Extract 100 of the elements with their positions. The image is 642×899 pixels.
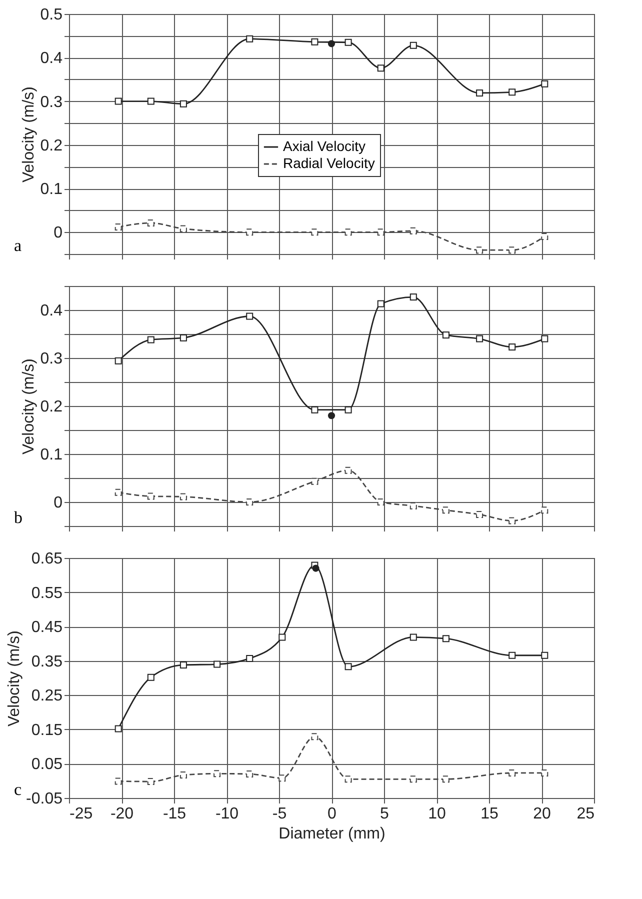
point <box>147 492 154 500</box>
x-tick-label: -5 <box>272 806 287 822</box>
point <box>246 498 254 506</box>
y-axis-title: Velocity (m/s) <box>20 86 38 183</box>
y-tick-label: 0.65 <box>31 550 63 568</box>
y-tick-label: 0.4 <box>40 50 63 68</box>
y-tick-label: 0.55 <box>31 584 63 602</box>
point <box>246 35 254 42</box>
y-tick-label: 0.35 <box>31 653 63 670</box>
point <box>147 98 154 105</box>
y-tick-label: 0.25 <box>31 688 63 705</box>
point <box>147 778 154 786</box>
point <box>328 412 336 420</box>
point <box>344 776 352 783</box>
point <box>508 343 516 350</box>
point <box>114 778 122 785</box>
point <box>476 246 484 254</box>
point <box>410 502 417 510</box>
point <box>377 228 384 236</box>
point <box>344 228 352 236</box>
x-tick-label: 25 <box>576 806 595 822</box>
text: a <box>14 236 22 255</box>
point <box>180 334 187 342</box>
y-tick-label: 0.2 <box>40 137 63 154</box>
point <box>147 674 154 681</box>
point <box>114 357 122 364</box>
point <box>410 227 417 234</box>
y-tick-label: 0.2 <box>40 398 63 416</box>
point <box>246 228 254 236</box>
point <box>377 64 384 72</box>
y-tick-label: 0.05 <box>31 756 63 774</box>
point <box>442 635 450 642</box>
point <box>541 80 548 88</box>
text: c <box>14 780 22 799</box>
point <box>312 564 320 572</box>
y-tick-label: 0.5 <box>40 6 63 24</box>
point <box>344 38 352 46</box>
point <box>344 406 352 414</box>
x-tick-label: -20 <box>110 806 134 822</box>
point <box>541 506 548 514</box>
y-tick-label: 0 <box>54 224 63 242</box>
point <box>508 517 516 524</box>
point <box>476 89 484 96</box>
point <box>278 774 286 782</box>
point <box>377 300 384 308</box>
x-tick-label: -15 <box>162 806 186 822</box>
point <box>114 488 122 496</box>
point <box>180 772 187 779</box>
point <box>214 770 221 778</box>
point <box>344 663 352 670</box>
point <box>180 493 187 500</box>
point <box>311 478 318 485</box>
x-tick-label: -25 <box>70 806 93 822</box>
point <box>508 246 516 254</box>
point <box>541 335 548 342</box>
y-tick-label: 0.45 <box>31 619 63 636</box>
point <box>311 733 318 740</box>
point <box>328 40 336 48</box>
point <box>410 776 417 783</box>
point <box>508 652 516 659</box>
point <box>114 725 122 732</box>
y-axis-title: Velocity (m/s) <box>6 630 24 727</box>
point <box>508 769 516 776</box>
point <box>214 660 221 668</box>
point <box>541 233 548 240</box>
point <box>377 498 384 506</box>
x-tick-label: 20 <box>533 806 551 822</box>
point <box>246 654 254 662</box>
point <box>344 466 352 474</box>
x-tick-label: 5 <box>380 806 390 822</box>
point <box>442 776 450 783</box>
point <box>541 769 548 776</box>
point <box>114 98 122 105</box>
point <box>410 42 417 49</box>
legend-label: Radial Velocity <box>283 155 375 171</box>
point <box>311 38 318 46</box>
point <box>311 228 318 236</box>
y-tick-label: -0.05 <box>26 790 63 808</box>
y-tick-label: 0 <box>54 494 63 512</box>
x-tick-label: -10 <box>215 806 239 822</box>
point <box>246 312 254 320</box>
point <box>246 770 254 778</box>
y-tick-label: 0.3 <box>40 94 63 111</box>
y-tick-label: 0.4 <box>40 302 63 320</box>
y-axis-title: Velocity (m/s) <box>20 358 38 455</box>
point <box>442 331 450 338</box>
point <box>180 225 187 232</box>
text: b <box>14 508 22 527</box>
x-axis-title: Diameter (mm) <box>278 826 386 842</box>
point <box>180 100 187 108</box>
y-tick-label: 0.15 <box>31 722 63 739</box>
point <box>180 661 187 668</box>
point <box>114 223 122 230</box>
point <box>147 336 154 344</box>
point <box>410 634 417 641</box>
x-tick-label: 0 <box>328 806 337 822</box>
y-tick-label: 0.3 <box>40 350 63 368</box>
point <box>410 294 417 301</box>
x-tick-label: 10 <box>428 806 446 822</box>
point <box>476 510 484 518</box>
